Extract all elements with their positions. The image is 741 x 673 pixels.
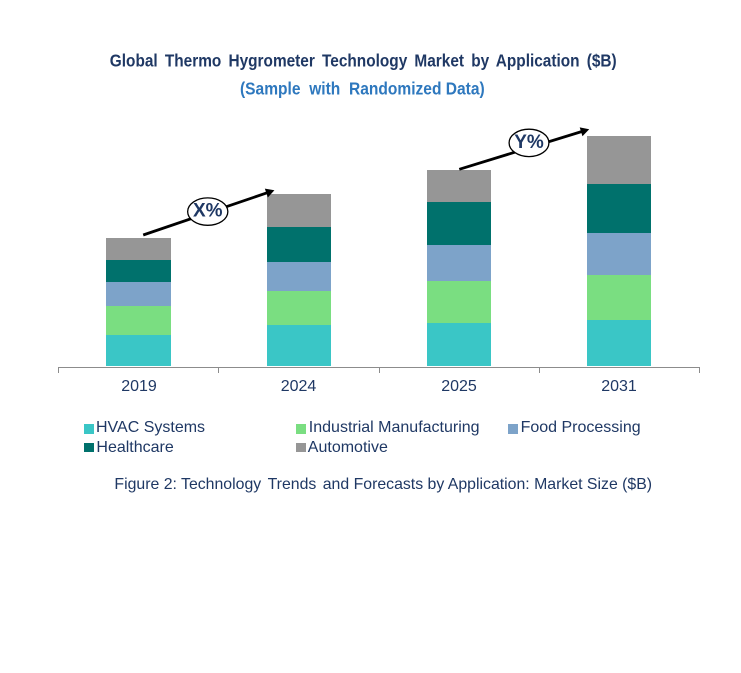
svg-text:Y%: Y%: [514, 132, 544, 153]
svg-text:X%: X%: [193, 200, 223, 221]
